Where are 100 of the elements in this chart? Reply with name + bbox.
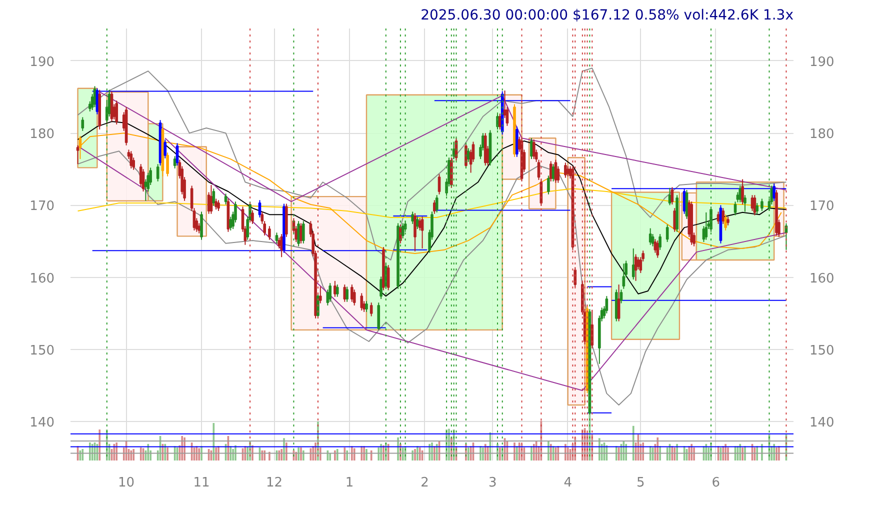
candlestick bbox=[360, 292, 364, 311]
y2-tick-label: 140 bbox=[810, 416, 834, 431]
candlestick bbox=[435, 194, 438, 213]
candlestick bbox=[370, 302, 373, 317]
candlestick bbox=[554, 159, 558, 184]
candlestick bbox=[532, 139, 536, 160]
candlestick bbox=[115, 100, 118, 125]
y-tick-label: 180 bbox=[30, 127, 55, 142]
candlestick bbox=[670, 186, 674, 205]
y2-tick-label: 170 bbox=[810, 199, 834, 214]
x-tick-label: 1 bbox=[345, 476, 354, 490]
candlestick bbox=[302, 220, 305, 244]
candlestick bbox=[401, 222, 404, 239]
candlestick bbox=[318, 286, 322, 304]
y2-tick-label: 150 bbox=[810, 343, 834, 358]
candlestick bbox=[416, 216, 419, 230]
candlestick bbox=[278, 237, 281, 249]
candlestick bbox=[200, 211, 203, 240]
candlestick bbox=[156, 164, 160, 182]
candlestick bbox=[251, 210, 254, 224]
candlestick bbox=[414, 212, 416, 252]
candlestick bbox=[93, 86, 96, 108]
candlestick bbox=[130, 150, 133, 169]
y-tick-label: 150 bbox=[30, 343, 55, 358]
x-tick-label: 3 bbox=[488, 476, 497, 490]
candlestick bbox=[176, 142, 179, 166]
x-tick-label: 11 bbox=[193, 476, 210, 490]
candlestick bbox=[466, 148, 470, 162]
candlestick bbox=[547, 175, 550, 195]
candlestick bbox=[433, 200, 436, 214]
candlestick bbox=[549, 160, 552, 182]
candlestick bbox=[173, 156, 176, 169]
y2-tick-label: 190 bbox=[810, 54, 834, 70]
candlestick bbox=[498, 113, 502, 130]
candlestick bbox=[622, 263, 626, 290]
candlestick bbox=[632, 248, 635, 280]
candlestick bbox=[648, 228, 652, 246]
y-tick-label: 190 bbox=[30, 54, 55, 70]
candlestick bbox=[656, 240, 660, 258]
y-tick-label: 140 bbox=[30, 416, 55, 431]
candlestick bbox=[741, 178, 744, 205]
candlestick bbox=[722, 208, 725, 224]
candlestick bbox=[365, 300, 368, 312]
candlestick bbox=[164, 139, 167, 159]
candlestick bbox=[212, 188, 216, 206]
candlestick bbox=[620, 289, 623, 304]
x-tick-label: 5 bbox=[636, 476, 645, 490]
candlestick bbox=[280, 234, 283, 258]
y-tick-label: 160 bbox=[30, 271, 55, 286]
candlestick bbox=[166, 152, 169, 177]
candlestick bbox=[377, 302, 380, 330]
candlestick bbox=[336, 284, 339, 298]
x-tick-label: 4 bbox=[564, 476, 572, 490]
candlestick bbox=[217, 200, 220, 212]
x-tick-label: 12 bbox=[266, 476, 283, 490]
candlestick bbox=[380, 276, 382, 300]
candlestick bbox=[297, 220, 300, 247]
candlestick bbox=[214, 198, 218, 210]
candlestick bbox=[724, 214, 727, 231]
candlestick bbox=[81, 116, 84, 132]
candlestick bbox=[386, 264, 390, 291]
candlestick bbox=[673, 208, 676, 232]
candlestick bbox=[420, 216, 424, 249]
candlestick bbox=[411, 211, 414, 224]
candlestick bbox=[350, 284, 354, 302]
y2-tick-label: 180 bbox=[810, 127, 834, 142]
candlestick bbox=[666, 224, 669, 242]
candlestick bbox=[530, 138, 533, 160]
line-series bbox=[77, 150, 787, 406]
candlestick bbox=[685, 190, 688, 220]
candlestick bbox=[552, 164, 555, 182]
candlestick bbox=[346, 286, 348, 302]
candlestick bbox=[634, 254, 638, 282]
candlestick bbox=[704, 212, 708, 240]
x-tick-label: 10 bbox=[118, 476, 135, 490]
candlestick bbox=[224, 193, 228, 205]
x-tick-label: 6 bbox=[712, 476, 720, 490]
candlestick bbox=[300, 222, 302, 244]
candlestick bbox=[566, 166, 570, 177]
candlestick bbox=[268, 226, 271, 240]
candlestick bbox=[334, 280, 336, 298]
candlestick bbox=[328, 282, 332, 302]
line-series bbox=[164, 138, 787, 392]
candlestick bbox=[756, 202, 759, 214]
candlestick bbox=[275, 232, 278, 244]
line-series bbox=[77, 68, 787, 261]
candlestick bbox=[716, 211, 720, 224]
candlestick bbox=[564, 162, 567, 178]
candlestick bbox=[738, 185, 742, 203]
x-tick-label: 2 bbox=[420, 476, 429, 490]
candlestick bbox=[750, 194, 754, 212]
candlestick bbox=[760, 198, 764, 212]
candlestick bbox=[343, 284, 346, 302]
candlestick bbox=[658, 234, 662, 250]
y2-tick-label: 160 bbox=[810, 271, 834, 286]
candlestick bbox=[744, 194, 746, 212]
candlestick bbox=[76, 144, 80, 165]
y-tick-label: 170 bbox=[30, 199, 55, 214]
line-series bbox=[77, 121, 787, 297]
candlestick bbox=[258, 200, 262, 218]
